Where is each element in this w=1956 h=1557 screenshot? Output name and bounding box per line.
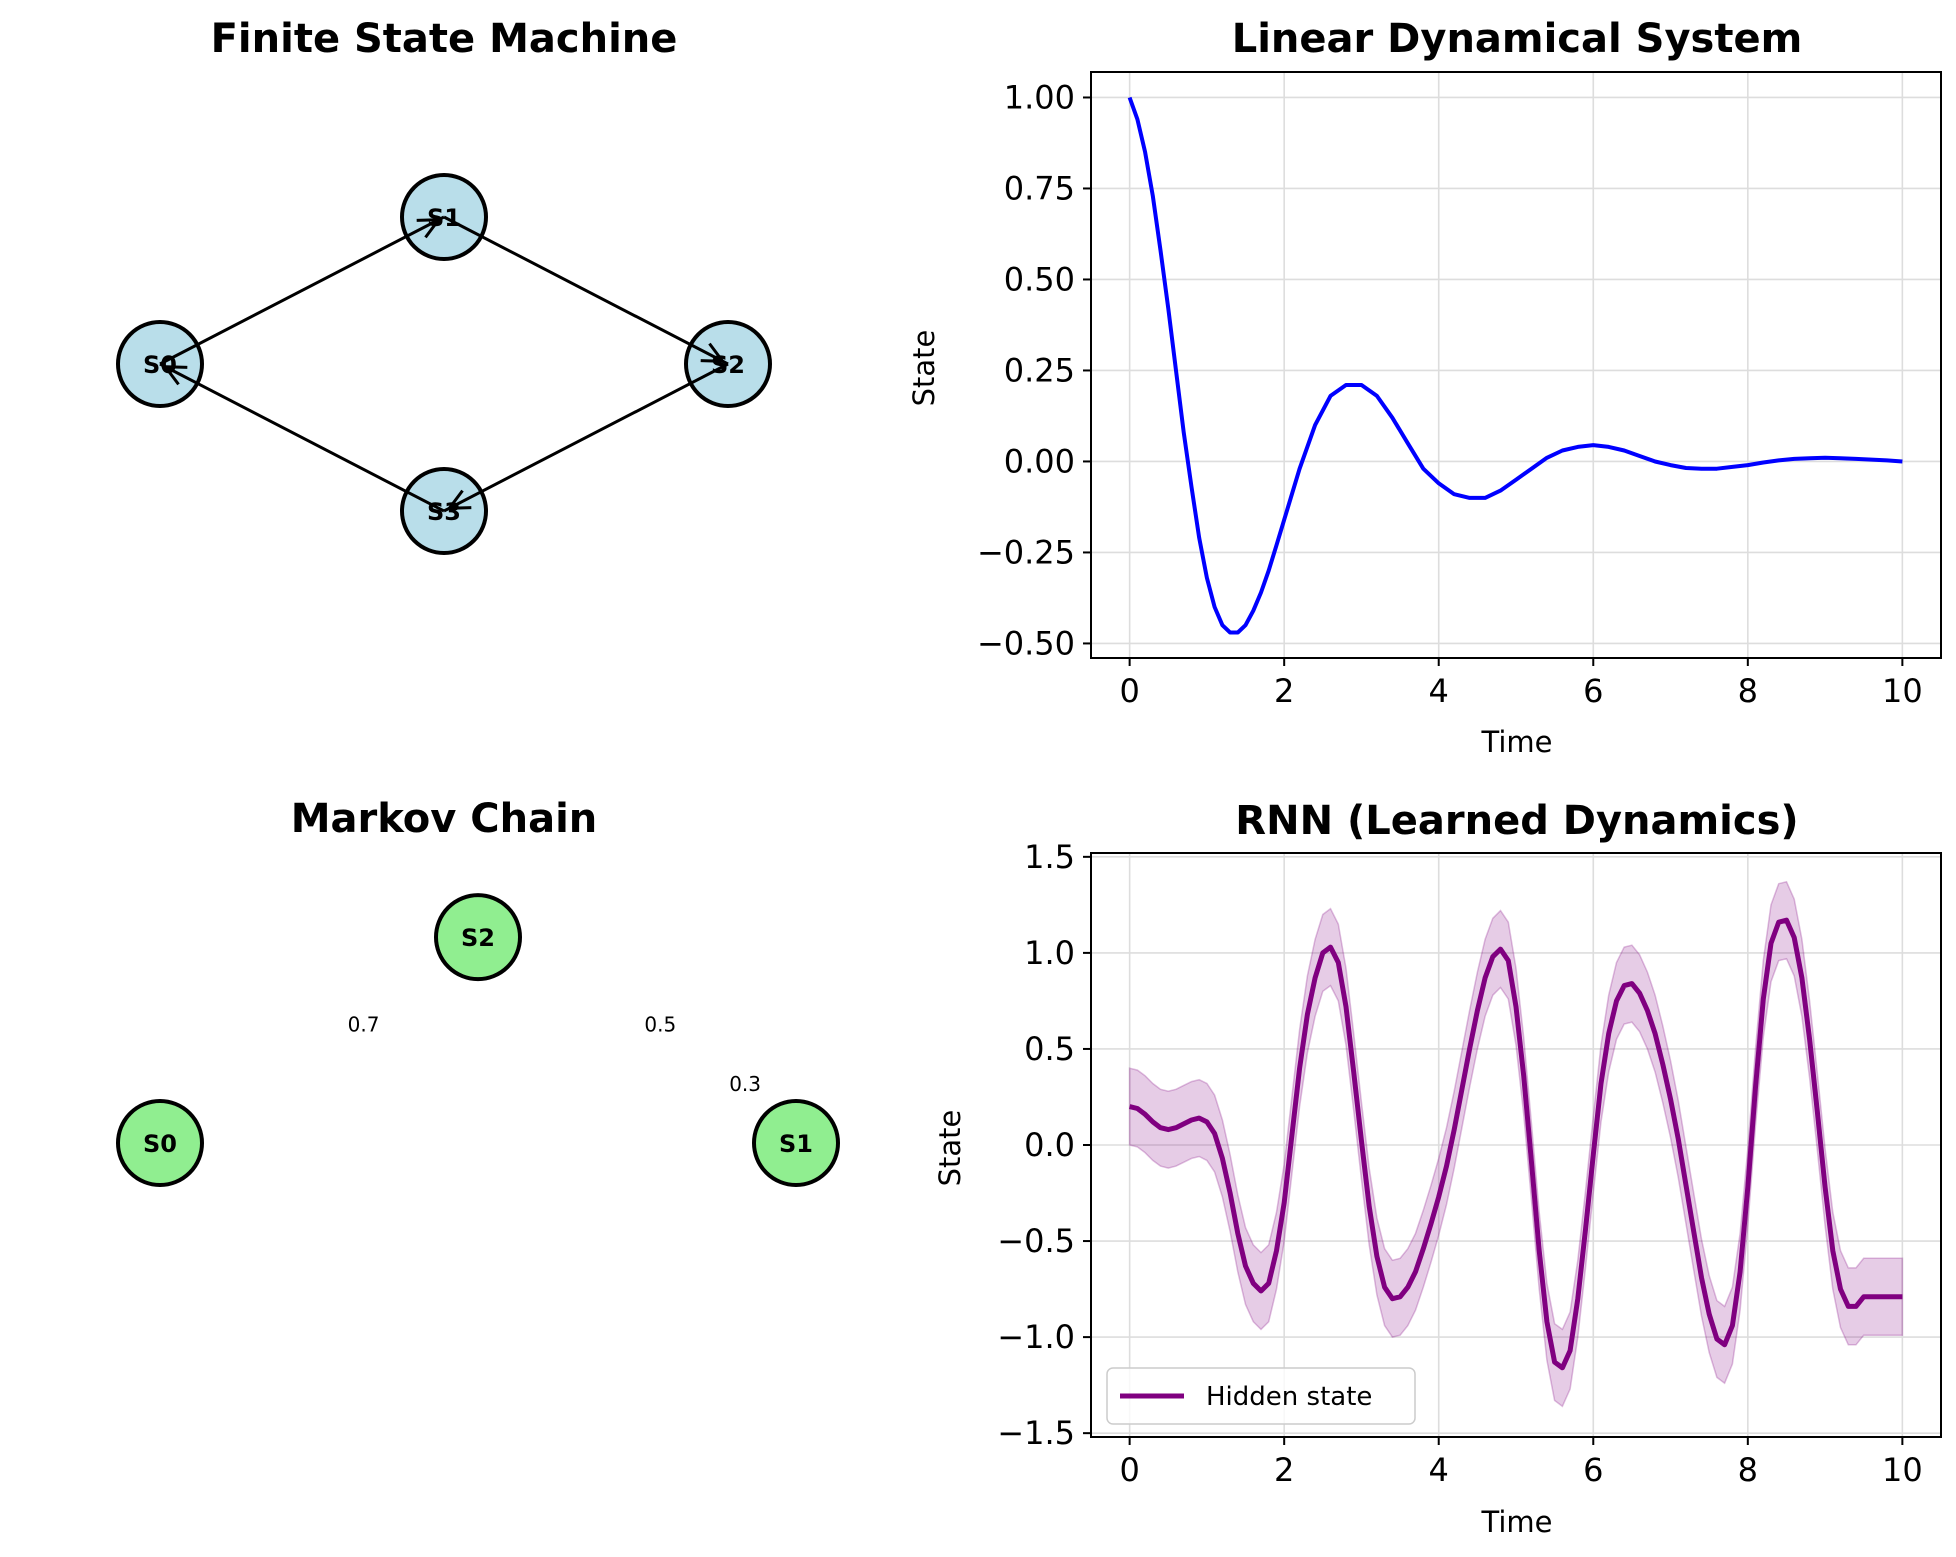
y-tick-label: −1.5 bbox=[997, 1414, 1075, 1452]
markov-edge-label: 0.3 bbox=[729, 1072, 761, 1096]
rnn-title: RNN (Learned Dynamics) bbox=[1235, 798, 1798, 844]
markov-nodes: S0 S1 S2 bbox=[116, 893, 840, 1187]
y-tick-label: 1.00 bbox=[1004, 78, 1075, 116]
rnn-y-ticks: −1.5 −1.0 −0.5 0.0 0.5 1.0 1.5 bbox=[997, 838, 1091, 1452]
y-tick-label: 0.25 bbox=[1004, 351, 1075, 389]
rnn-uncertainty-band bbox=[1128, 880, 1904, 1408]
lds-x-ticks: 0 2 4 6 8 10 bbox=[1119, 658, 1923, 710]
y-tick-label: 1.0 bbox=[1024, 934, 1075, 972]
x-tick-label: 0 bbox=[1119, 672, 1139, 710]
rnn-legend-box bbox=[1106, 1367, 1416, 1425]
rnn-legend-label: Hidden state bbox=[1206, 1382, 1372, 1412]
fsm-edge-s0-s1 bbox=[159, 215, 445, 366]
markov-node-s0: S0 bbox=[116, 1099, 204, 1187]
markov-edge-labels: 0.7 0.5 0.3 bbox=[348, 1013, 761, 1096]
lds-axes-frame bbox=[1090, 71, 1942, 659]
y-tick-label: 0.5 bbox=[1024, 1030, 1075, 1068]
fsm-node-label: S3 bbox=[427, 498, 461, 526]
y-tick-label: −0.50 bbox=[977, 624, 1075, 662]
lds-y-label: State bbox=[907, 330, 941, 407]
rnn-x-ticks: 0 2 4 6 8 10 bbox=[1119, 1437, 1923, 1489]
y-tick-label: −0.25 bbox=[977, 533, 1075, 571]
markov-node-s2: S2 bbox=[434, 893, 522, 982]
lds-panel: Linear Dynamical System 0 2 4 6 8 10 −0.50−0.… bbox=[907, 16, 1942, 759]
fsm-edge-s2-s3 bbox=[443, 362, 729, 513]
y-tick-label: 0.50 bbox=[1004, 260, 1075, 298]
lds-x-label: Time bbox=[1481, 725, 1553, 759]
markov-edge-label: 0.5 bbox=[644, 1013, 676, 1037]
markov-title: Markov Chain bbox=[291, 796, 598, 842]
markov-node-s1: S1 bbox=[752, 1099, 840, 1187]
x-tick-label: 10 bbox=[1882, 672, 1923, 710]
fsm-title: Finite State Machine bbox=[211, 16, 678, 62]
fsm-arrowhead bbox=[162, 365, 188, 386]
lds-title: Linear Dynamical System bbox=[1232, 16, 1803, 62]
markov-node-label: S0 bbox=[143, 1130, 177, 1158]
x-tick-label: 0 bbox=[1119, 1451, 1139, 1489]
rnn-hidden-state-line bbox=[1129, 917, 1903, 1371]
x-tick-label: 8 bbox=[1738, 672, 1758, 710]
lds-y-ticks: −0.50 −0.25 0.00 0.25 0.50 0.75 1.00 bbox=[977, 78, 1091, 662]
fsm-edges bbox=[159, 215, 729, 513]
rnn-panel: RNN (Learned Dynamics) 0 2 4 6 8 10 −1.5−1.0−… bbox=[933, 798, 1942, 1539]
rnn-legend: Hidden state bbox=[1106, 1367, 1416, 1425]
y-tick-label: −0.5 bbox=[997, 1222, 1075, 1260]
x-tick-label: 8 bbox=[1738, 1451, 1758, 1489]
rnn-x-label: Time bbox=[1481, 1505, 1553, 1539]
markov-node-label: S1 bbox=[779, 1130, 813, 1158]
x-tick-label: 6 bbox=[1583, 672, 1603, 710]
y-tick-label: 0.00 bbox=[1004, 442, 1075, 480]
fsm-edge-s1-s2 bbox=[443, 215, 729, 366]
x-tick-label: 6 bbox=[1583, 1451, 1603, 1489]
x-tick-label: 2 bbox=[1274, 672, 1294, 710]
x-tick-label: 4 bbox=[1429, 1451, 1449, 1489]
rnn-grid bbox=[1091, 853, 1941, 1437]
markov-edge-label: 0.7 bbox=[348, 1013, 380, 1037]
fsm-arrowhead bbox=[446, 489, 472, 510]
x-tick-label: 10 bbox=[1882, 1451, 1923, 1489]
y-tick-label: 0.0 bbox=[1024, 1126, 1075, 1164]
y-tick-label: 1.5 bbox=[1024, 838, 1075, 876]
fsm-edge-s3-s0 bbox=[159, 362, 445, 513]
x-tick-label: 2 bbox=[1274, 1451, 1294, 1489]
x-tick-label: 4 bbox=[1429, 672, 1449, 710]
markov-node-label: S2 bbox=[461, 924, 495, 952]
lds-state-line bbox=[1127, 96, 1903, 635]
y-tick-label: 0.75 bbox=[1004, 169, 1075, 207]
rnn-y-label: State bbox=[933, 1110, 967, 1187]
lds-grid bbox=[1091, 72, 1941, 658]
fsm-arrowhead bbox=[416, 218, 442, 239]
y-tick-label: −1.0 bbox=[997, 1318, 1075, 1356]
markov-panel: Markov Chain 0.7 0.5 0.3 S0 S1 S2 bbox=[116, 796, 840, 1187]
fsm-arrowhead bbox=[700, 342, 726, 363]
